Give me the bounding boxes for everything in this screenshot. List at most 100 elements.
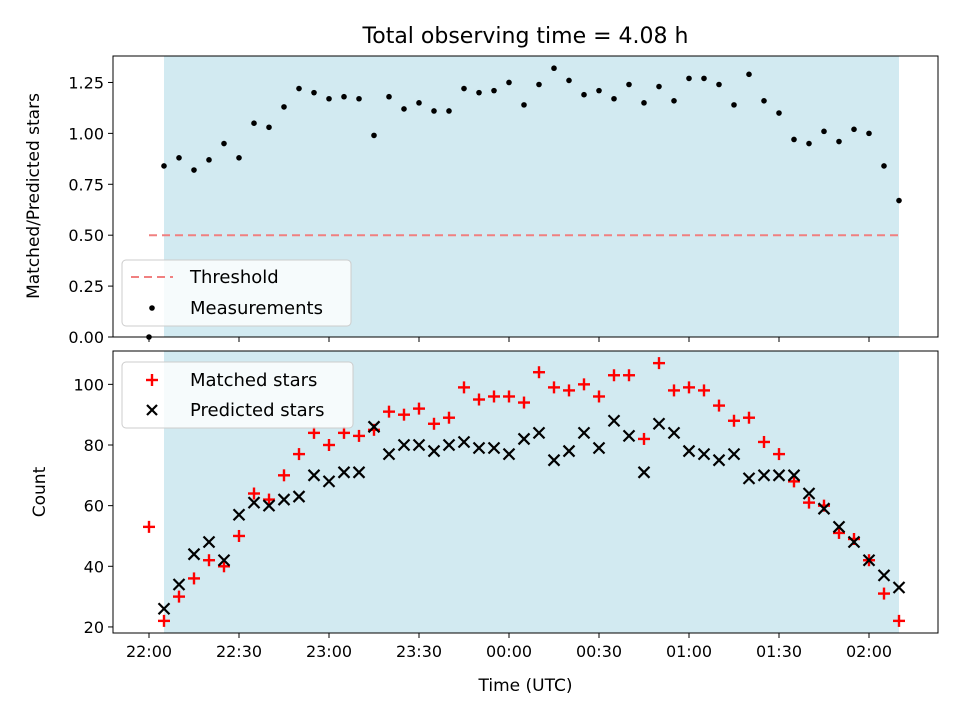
predicted-star-mark-b xyxy=(187,547,201,561)
measurement-point xyxy=(191,167,197,173)
threshold-legend-label: Threshold xyxy=(189,267,279,288)
matched-stars-legend-label: Matched stars xyxy=(190,370,317,391)
bottom-panel: 20 40 60 80 100 22:00 22:30 23:00 23:30 00:00 00:… xyxy=(30,350,939,696)
predicted-star-mark-b xyxy=(652,417,666,431)
measurement-point xyxy=(716,81,722,88)
predicted-star-mark-b xyxy=(772,469,786,482)
predicted-star-point xyxy=(397,438,411,452)
matched-star-point xyxy=(713,399,725,412)
measurement-point xyxy=(581,91,587,98)
matched-star-point xyxy=(623,369,635,382)
measurement-point xyxy=(656,83,662,90)
bottom-plot-frame xyxy=(112,350,939,634)
predicted-star-point xyxy=(742,472,756,485)
measurement-point xyxy=(371,132,377,139)
predicted-star-mark-b xyxy=(562,444,576,458)
bottom-x-tick-label: 01:30 xyxy=(756,642,802,661)
top-y-axis: 0.00 0.25 0.50 0.75 1.00 1.25 xyxy=(68,73,113,347)
matched-star-point xyxy=(488,390,500,403)
predicted-stars-legend-label: Predicted stars xyxy=(190,400,324,421)
predicted-star-point xyxy=(697,447,711,461)
predicted-star-mark-b xyxy=(697,447,711,461)
measurement-point xyxy=(896,197,902,204)
measurement-point xyxy=(596,87,602,94)
predicted-star-mark-b xyxy=(232,508,246,522)
matched-star-point xyxy=(428,417,440,430)
bottom-legend-box xyxy=(121,361,354,429)
predicted-star-point xyxy=(562,444,576,458)
predicted-star-mark-b xyxy=(682,444,696,458)
top-y-tick-label: 0.25 xyxy=(68,277,104,296)
matched-star-point xyxy=(218,560,230,573)
top-legend-box xyxy=(121,259,352,327)
predicted-star-point xyxy=(442,438,456,452)
bottom-y-axis: 20 40 60 80 100 xyxy=(73,375,113,637)
top-chart-title: Total observing time = 4.08 h xyxy=(362,24,689,49)
matched-star-point xyxy=(143,520,155,533)
matched-star-point xyxy=(338,426,350,439)
measurement-point xyxy=(791,136,797,143)
predicted-star-mark-b xyxy=(847,535,861,549)
matched-star-point xyxy=(443,411,455,424)
bottom-y-tick-label: 100 xyxy=(73,375,104,394)
predicted-star-mark-b xyxy=(457,435,471,449)
measurement-point xyxy=(341,93,347,100)
matched-star-point xyxy=(323,439,335,451)
predicted-star-mark-b xyxy=(412,438,426,452)
predicted-star-mark-b xyxy=(547,453,561,467)
predicted-star-point xyxy=(712,453,726,467)
predicted-star-point xyxy=(247,496,261,509)
predicted-star-point xyxy=(577,426,591,440)
matched-star-point xyxy=(698,384,710,397)
bottom-y-tick-label: 60 xyxy=(84,497,104,516)
matched-stars-series xyxy=(143,357,905,627)
predicted-star-mark-b xyxy=(577,426,591,440)
bottom-x-axis: 22:00 22:30 23:00 23:30 00:00 00:30 01:00 01:30… xyxy=(126,633,892,661)
matched-star-point xyxy=(833,526,845,539)
matched-star-point xyxy=(263,493,275,506)
predicted-star-mark-b xyxy=(442,438,456,452)
measurement-point xyxy=(491,87,497,94)
measurement-point xyxy=(176,155,182,161)
measurement-point xyxy=(416,100,422,106)
bottom-x-tick-label: 01:00 xyxy=(666,642,712,661)
top-x-axis-ticks xyxy=(148,337,870,342)
measurement-point xyxy=(536,81,542,88)
predicted-star-mark-b xyxy=(382,447,396,461)
predicted-star-point xyxy=(217,553,231,567)
predicted-star-point xyxy=(772,469,786,482)
top-y-tick-label: 0.00 xyxy=(68,328,104,347)
measurement-point xyxy=(446,108,452,114)
measurement-point xyxy=(326,95,332,102)
measurement-point xyxy=(521,102,527,108)
predicted-star-point xyxy=(487,441,501,455)
predicted-star-mark-b xyxy=(787,469,801,482)
measurement-point xyxy=(626,81,632,88)
predicted-star-point xyxy=(412,438,426,452)
predicted-star-mark-b xyxy=(367,420,381,434)
predicted-star-point xyxy=(862,553,876,567)
predicted-star-mark-b xyxy=(532,426,546,440)
measurement-point xyxy=(431,108,437,114)
measurement-point xyxy=(311,89,317,96)
matched-stars-legend-swatch xyxy=(146,374,158,386)
measurements-legend-swatch xyxy=(149,305,155,311)
predicted-star-mark-b xyxy=(877,569,891,582)
predicted-star-point xyxy=(427,444,441,458)
matched-star-point xyxy=(173,590,185,603)
measurement-point xyxy=(836,138,842,145)
predicted-star-point xyxy=(232,508,246,522)
measurement-point xyxy=(566,77,572,84)
matched-star-point xyxy=(458,381,470,394)
predicted-star-mark-b xyxy=(742,472,756,485)
matched-star-point xyxy=(308,426,320,439)
measurement-point xyxy=(686,75,692,82)
measurement-point xyxy=(506,79,512,86)
predicted-star-mark-b xyxy=(157,602,171,616)
bottom-x-tick-label: 23:30 xyxy=(396,642,442,661)
measurement-point xyxy=(221,140,227,147)
predicted-star-mark-b xyxy=(622,429,636,443)
predicted-star-point xyxy=(202,535,216,549)
predicted-star-mark-b xyxy=(667,426,681,440)
matched-star-point xyxy=(893,614,905,627)
